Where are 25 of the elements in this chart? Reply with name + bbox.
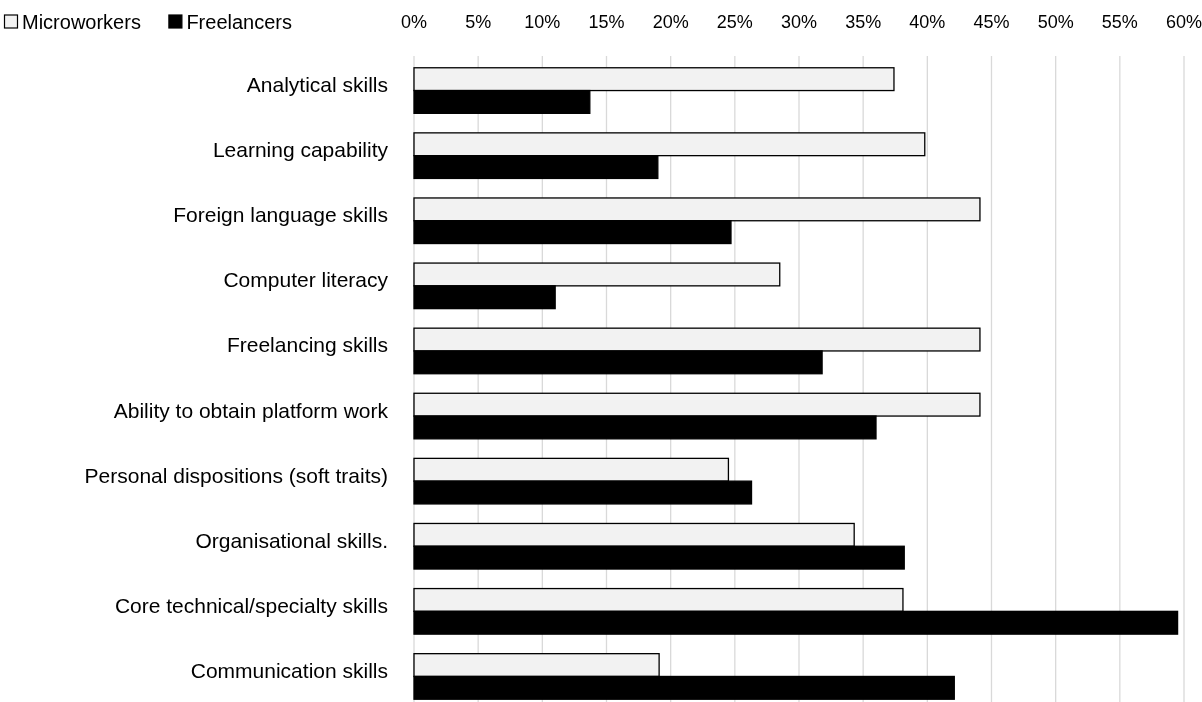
y-tick-label: Ability to obtain platform work: [113, 398, 389, 422]
x-tick-label: 10%: [524, 12, 561, 32]
x-tick-label: 25%: [716, 12, 753, 32]
x-tick-label: 60%: [1165, 12, 1202, 32]
y-tick-label: Communication skills: [190, 658, 388, 682]
x-tick-label: 0%: [400, 12, 428, 32]
y-tick-label: Personal dispositions (soft traits): [84, 463, 388, 487]
y-tick-label: Foreign language skills: [173, 203, 388, 227]
x-tick-label: 40%: [909, 12, 946, 32]
y-tick-label: Organisational skills.: [195, 528, 388, 552]
legend-label: Microworkers: [22, 11, 141, 33]
x-tick-label: 5%: [465, 12, 492, 32]
x-tick-label: 20%: [652, 12, 689, 32]
y-tick-label: Learning capability: [212, 138, 389, 162]
y-tick-label: Computer literacy: [223, 268, 389, 292]
x-tick-label: 50%: [1037, 12, 1074, 32]
y-tick-label: Core technical/specialty skills: [114, 593, 388, 617]
x-tick-label: 15%: [588, 12, 625, 32]
x-tick-label: 35%: [845, 12, 882, 32]
legend-label: Freelancers: [186, 11, 293, 33]
x-tick-label: 45%: [973, 12, 1010, 32]
y-tick-label: Analytical skills: [246, 73, 388, 97]
x-tick-label: 55%: [1101, 12, 1138, 32]
y-tick-label: Freelancing skills: [226, 333, 388, 357]
x-tick-label: 30%: [780, 12, 818, 32]
